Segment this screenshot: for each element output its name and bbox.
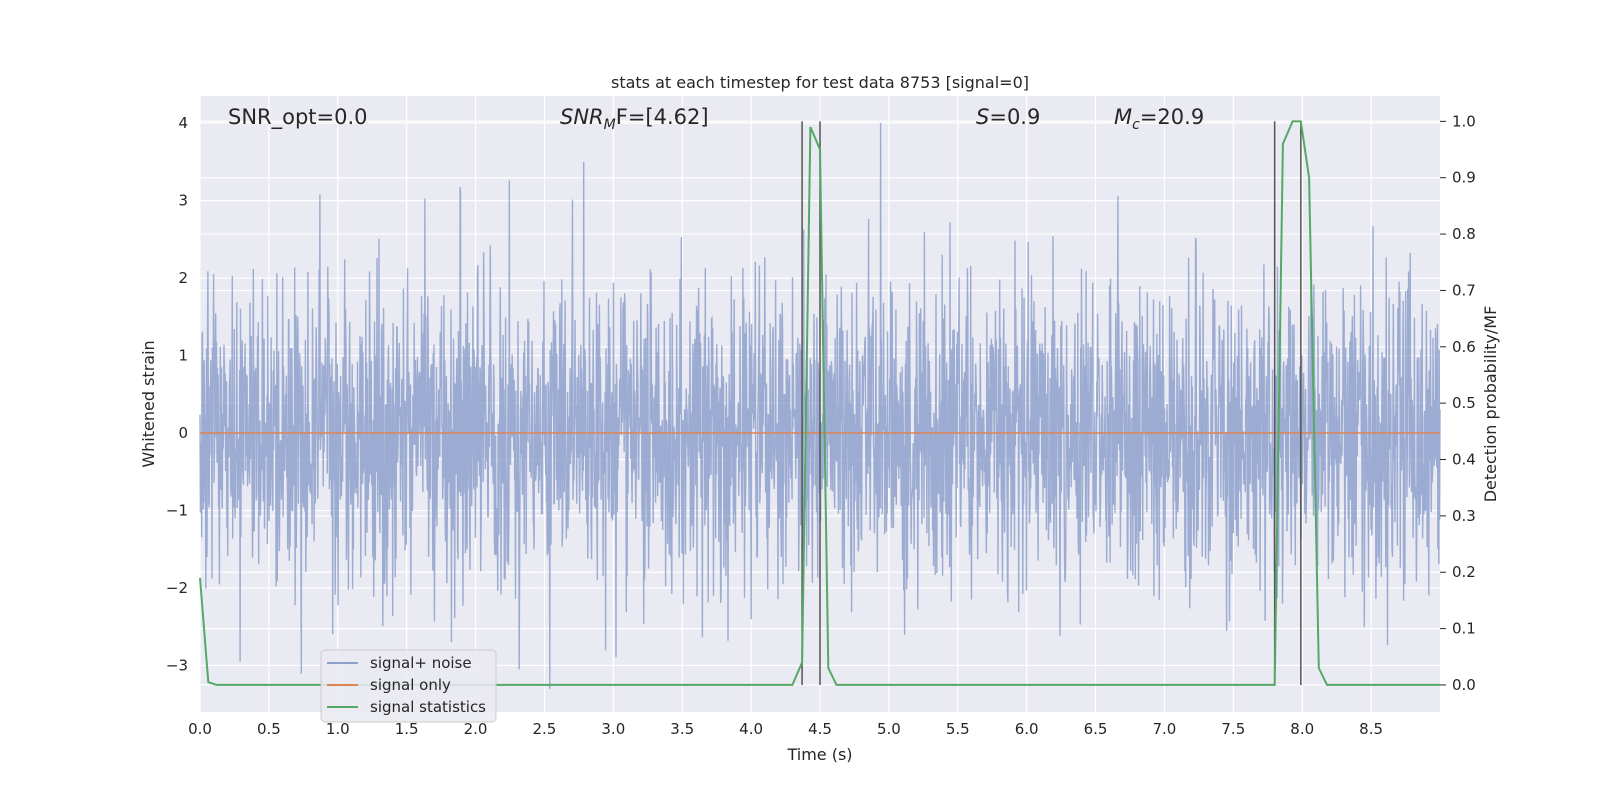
annotation-mc: Mc=20.9 (1114, 105, 1204, 133)
x-tick-label: 4.0 (739, 720, 763, 738)
annotation-snr-mf: SNRMF=[4.62] (560, 105, 709, 133)
y-ticks: 4 3 2 1 0 −1 −2 −3 (166, 114, 188, 674)
y-right-tick-label: 0.3 (1452, 507, 1476, 525)
y-right-tick-label: 0.1 (1452, 620, 1476, 638)
y-right-tick-label: 1.0 (1452, 112, 1476, 130)
annotation-mc-tail: =20.9 (1140, 105, 1204, 129)
y-right-tick-label: 0.0 (1452, 676, 1476, 694)
y-tick-label: −2 (166, 579, 188, 597)
legend: signal+ noise signal only signal statist… (320, 649, 497, 723)
x-tick-label: 8.0 (1290, 720, 1314, 738)
chart-title: stats at each timestep for test data 875… (611, 73, 1029, 92)
x-tick-label: 3.0 (601, 720, 625, 738)
y-axis-label: Whitened strain (139, 340, 158, 467)
annotation-mc-main: M (1114, 105, 1132, 129)
y-ticks-right: 1.0 0.9 0.8 0.7 0.6 0.5 0.4 0.3 0.2 0.1 0.0 (1440, 112, 1476, 694)
y-right-tick-label: 0.5 (1452, 394, 1476, 412)
annotation-snr-mf-main: SNR (560, 105, 604, 129)
x-tick-label: 6.5 (1084, 720, 1108, 738)
x-tick-label: 7.5 (1221, 720, 1245, 738)
legend-label-signal: signal only (370, 676, 451, 694)
x-tick-label: 1.5 (395, 720, 419, 738)
y-right-tick-label: 0.8 (1452, 225, 1476, 243)
x-ticks: 0.0 0.5 1.0 1.5 2.0 2.5 3.0 3.5 4.0 4.5 5.0 5.5 6.0 6… (188, 720, 1383, 738)
y-right-tick-label: 0.9 (1452, 169, 1476, 187)
x-tick-label: 7.0 (1153, 720, 1177, 738)
legend-label-stats: signal statistics (370, 698, 486, 716)
x-tick-label: 1.0 (326, 720, 350, 738)
annotation-s: S=0.9 (976, 105, 1040, 129)
signal-statistics-series (199, 120, 1440, 686)
y-axis-label-right: Detection probability/MF (1481, 306, 1500, 503)
y-tick-label: 4 (178, 114, 188, 132)
annotation-mc-sub: c (1132, 117, 1140, 133)
x-tick-label: 0.0 (188, 720, 212, 738)
y-right-tick-label: 0.4 (1452, 451, 1476, 469)
legend-label-noise: signal+ noise (370, 654, 472, 672)
x-tick-label: 2.5 (533, 720, 557, 738)
y-tick-label: 1 (178, 347, 188, 365)
legend-box (320, 649, 497, 723)
x-tick-label: 5.5 (946, 720, 970, 738)
annotation-s-tail: =0.9 (989, 105, 1040, 129)
x-tick-label: 3.5 (670, 720, 694, 738)
y-tick-label: −3 (166, 657, 188, 675)
y-tick-label: 2 (178, 269, 188, 287)
x-tick-label: 6.0 (1015, 720, 1039, 738)
y-tick-label: 0 (178, 424, 188, 442)
annotation-snr-opt: SNR_opt=0.0 (228, 105, 368, 130)
vertical-markers (801, 121, 1302, 685)
x-tick-label: 2.0 (464, 720, 488, 738)
annotation-s-main: S (976, 105, 989, 129)
x-tick-label: 4.5 (808, 720, 832, 738)
annotation-snr-mf-tail: F=[4.62] (616, 105, 709, 129)
x-tick-label: 0.5 (257, 720, 281, 738)
y-right-tick-label: 0.7 (1452, 281, 1476, 299)
y-tick-label: 3 (178, 192, 188, 210)
y-right-tick-label: 0.6 (1452, 338, 1476, 356)
x-tick-label: 8.5 (1359, 720, 1383, 738)
x-tick-label: 5.0 (877, 720, 901, 738)
signal-statistics-line (199, 120, 1440, 686)
x-axis-label: Time (s) (786, 745, 852, 764)
y-right-tick-label: 0.2 (1452, 563, 1476, 581)
annotation-snr-mf-sub: M (604, 117, 616, 133)
y-tick-label: −1 (166, 502, 188, 520)
